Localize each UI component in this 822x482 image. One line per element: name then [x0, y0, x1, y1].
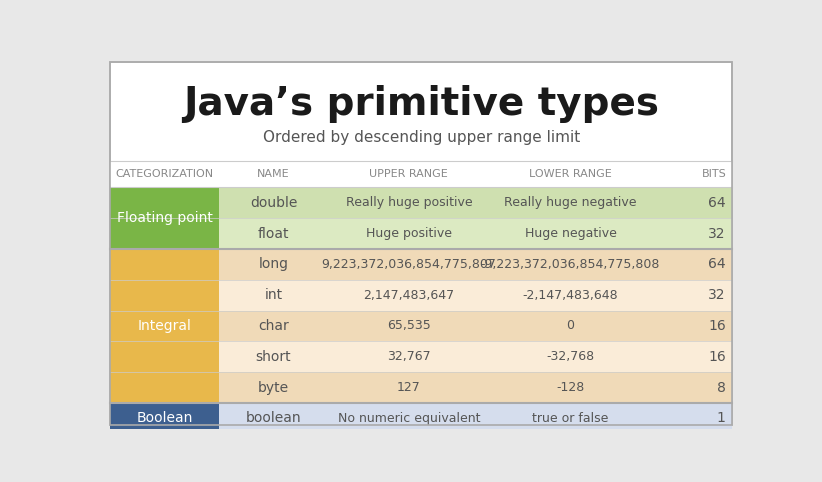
Text: float: float — [258, 227, 289, 241]
Text: Floating point: Floating point — [117, 211, 213, 225]
Bar — [219, 341, 732, 372]
Text: Ordered by descending upper range limit: Ordered by descending upper range limit — [263, 130, 580, 145]
Text: int: int — [265, 288, 283, 302]
Text: 8: 8 — [717, 381, 726, 395]
Text: 32: 32 — [709, 227, 726, 241]
Text: 32: 32 — [709, 288, 726, 302]
Bar — [219, 187, 732, 218]
Text: 9,223,372,036,854,775,807: 9,223,372,036,854,775,807 — [321, 258, 496, 271]
Text: short: short — [256, 350, 292, 364]
Text: boolean: boolean — [246, 412, 302, 426]
Text: -9,223,372,036,854,775,808: -9,223,372,036,854,775,808 — [481, 258, 660, 271]
Text: double: double — [250, 196, 298, 210]
Text: long: long — [259, 257, 289, 271]
Text: Integral: Integral — [138, 319, 192, 333]
Text: NAME: NAME — [257, 169, 290, 179]
Text: 16: 16 — [708, 350, 726, 364]
Text: 32,767: 32,767 — [387, 350, 431, 363]
Bar — [219, 280, 732, 310]
Bar — [110, 161, 732, 187]
Text: Really huge negative: Really huge negative — [504, 196, 637, 209]
Text: 16: 16 — [708, 319, 726, 333]
Text: -128: -128 — [556, 381, 584, 394]
Text: Really huge positive: Really huge positive — [345, 196, 472, 209]
Text: LOWER RANGE: LOWER RANGE — [529, 169, 612, 179]
Text: BITS: BITS — [702, 169, 727, 179]
Bar — [110, 403, 219, 434]
Text: 1: 1 — [717, 412, 726, 426]
Text: char: char — [258, 319, 289, 333]
Text: 0: 0 — [566, 320, 575, 333]
Text: 64: 64 — [709, 196, 726, 210]
Text: 65,535: 65,535 — [387, 320, 431, 333]
Text: Huge positive: Huge positive — [366, 227, 452, 240]
Bar — [219, 403, 732, 434]
Text: 64: 64 — [709, 257, 726, 271]
Text: 127: 127 — [397, 381, 421, 394]
Text: 2,147,483,647: 2,147,483,647 — [363, 289, 455, 302]
Text: -2,147,483,648: -2,147,483,648 — [523, 289, 618, 302]
Text: Java’s primitive types: Java’s primitive types — [183, 85, 659, 123]
Bar — [219, 310, 732, 341]
Bar — [110, 187, 219, 249]
FancyBboxPatch shape — [110, 62, 732, 425]
Text: byte: byte — [258, 381, 289, 395]
Text: No numeric equivalent: No numeric equivalent — [338, 412, 480, 425]
Text: true or false: true or false — [533, 412, 608, 425]
Text: Huge negative: Huge negative — [524, 227, 616, 240]
Bar — [219, 249, 732, 280]
Text: Boolean: Boolean — [136, 412, 193, 426]
Text: UPPER RANGE: UPPER RANGE — [369, 169, 448, 179]
Bar — [110, 249, 219, 403]
Bar — [219, 372, 732, 403]
Text: CATEGORIZATION: CATEGORIZATION — [115, 169, 214, 179]
Bar — [219, 218, 732, 249]
Text: -32,768: -32,768 — [547, 350, 594, 363]
